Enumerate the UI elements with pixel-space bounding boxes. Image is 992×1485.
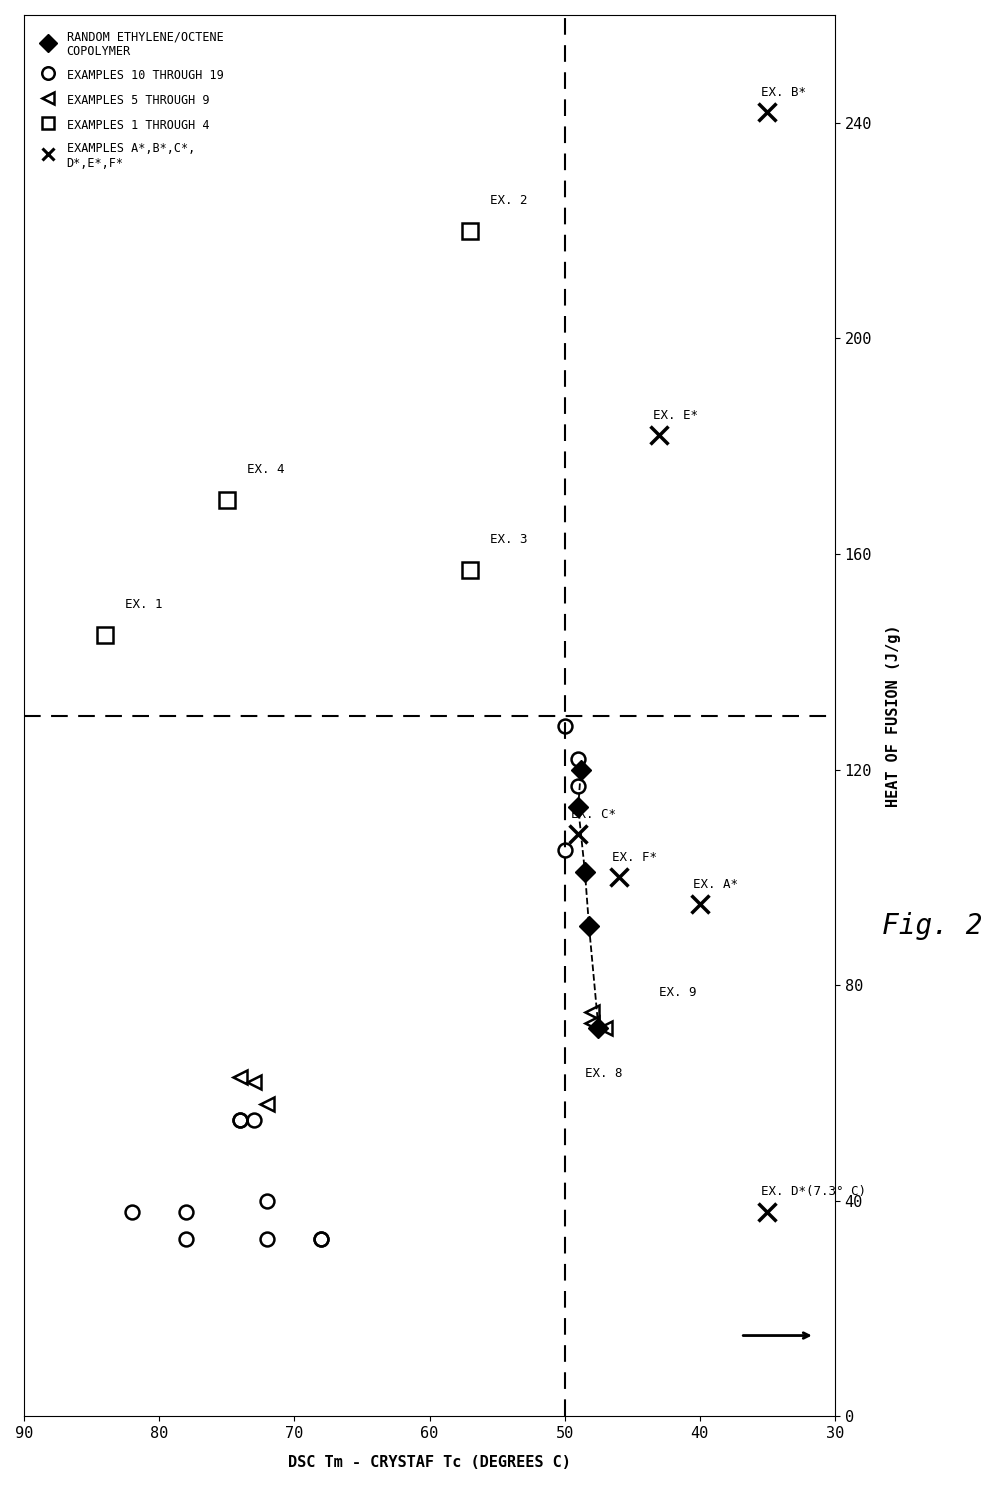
Text: EX. 3: EX. 3 <box>490 533 528 546</box>
Y-axis label: HEAT OF FUSION (J/g): HEAT OF FUSION (J/g) <box>886 625 901 806</box>
Text: Fig. 2: Fig. 2 <box>882 912 982 940</box>
Text: EX. A*: EX. A* <box>692 878 738 891</box>
Text: EX. 9: EX. 9 <box>659 986 696 999</box>
X-axis label: DSC Tm - CRYSTAF Tc (DEGREES C): DSC Tm - CRYSTAF Tc (DEGREES C) <box>288 1455 570 1470</box>
Legend: RANDOM ETHYLENE/OCTENE
COPOLYMER, EXAMPLES 10 THROUGH 19, EXAMPLES 5 THROUGH 9, : RANDOM ETHYLENE/OCTENE COPOLYMER, EXAMPL… <box>30 21 233 180</box>
Text: EX. 1: EX. 1 <box>125 598 163 610</box>
Text: EX. C*: EX. C* <box>571 808 616 821</box>
Text: EX. D*(7.3° C): EX. D*(7.3° C) <box>760 1185 865 1198</box>
Text: EX. E*: EX. E* <box>652 410 697 422</box>
Text: EX. 8: EX. 8 <box>584 1066 622 1080</box>
Text: EX. 2: EX. 2 <box>490 193 528 206</box>
Text: EX. F*: EX. F* <box>612 851 657 864</box>
Text: EX. B*: EX. B* <box>760 86 806 99</box>
Text: EX. 4: EX. 4 <box>247 463 285 477</box>
